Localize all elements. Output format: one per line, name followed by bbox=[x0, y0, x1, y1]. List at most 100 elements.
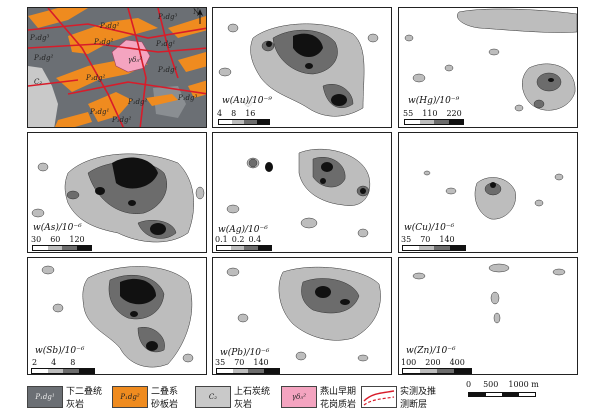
legend-label: 二叠系 砂板岩 bbox=[151, 386, 178, 412]
scale-ticks: 30 60 120 bbox=[31, 235, 94, 244]
tick-label: 0.4 bbox=[248, 235, 262, 244]
geology-map-panel: N P₁dg³ P₁dg² P₁dg³ P₁dg² P₁dg¹ P₁dg² γδ… bbox=[27, 7, 207, 128]
legend-code: C₂ bbox=[208, 393, 218, 401]
zn-contour-map bbox=[412, 263, 566, 324]
panel-title: w(Pb)/10⁻⁶ bbox=[219, 348, 271, 358]
legend-line: 砂板岩 bbox=[151, 400, 179, 410]
scale-ticks: 100 200 400 bbox=[401, 358, 474, 367]
legend-label: 实测及推 测断层 bbox=[400, 386, 436, 412]
panel-title: w(Hg)/10⁻⁹ bbox=[407, 96, 461, 106]
pb-anomaly-panel: w(Pb)/10⁻⁶ 35 70 140 bbox=[212, 257, 392, 375]
color-scale bbox=[404, 119, 464, 125]
panel-title: w(Cu)/10⁻⁶ bbox=[403, 223, 456, 233]
fault-lines bbox=[28, 8, 206, 127]
tick-label: 70 bbox=[420, 235, 431, 244]
panel-title: w(Zn)/10⁻⁶ bbox=[405, 346, 457, 356]
color-scale bbox=[31, 368, 95, 374]
sb-anomaly-panel: w(Sb)/10⁻⁶ 2 4 8 bbox=[27, 257, 207, 375]
scale-label: 0 bbox=[466, 380, 472, 389]
cu-anomaly-panel: w(Cu)/10⁻⁶ 35 70 140 bbox=[398, 132, 578, 253]
tick-label: 30 bbox=[31, 235, 42, 244]
geo-label: C₂ bbox=[34, 78, 43, 86]
geo-label: P₁dg³ bbox=[178, 94, 198, 102]
sb-contour-map bbox=[41, 265, 194, 368]
legend-swatch-fault bbox=[361, 386, 397, 408]
geo-label: P₁dg² bbox=[100, 22, 120, 30]
color-scale bbox=[402, 245, 466, 251]
scale-ticks: 35 70 140 bbox=[215, 358, 278, 367]
legend-line: 燕山早期 bbox=[320, 387, 357, 397]
as-anomaly-panel: w(As)/10⁻⁶ 30 60 120 bbox=[27, 132, 207, 253]
tick-label: 35 bbox=[215, 358, 226, 367]
tick-label: 16 bbox=[245, 109, 256, 118]
scale-ticks: 4 8 16 bbox=[217, 109, 264, 118]
tick-label: 110 bbox=[422, 109, 438, 118]
tick-label: 0.2 bbox=[231, 235, 245, 244]
geo-label: P₁dg³ bbox=[158, 13, 178, 21]
au-anomaly-panel: w(Au)/10⁻⁹ 4 8 16 bbox=[212, 7, 392, 128]
legend-line: 灰岩 bbox=[234, 400, 253, 410]
geo-label: P₁dg³ bbox=[30, 34, 50, 42]
scale-ticks: 55 110 220 bbox=[403, 109, 471, 118]
geology-map bbox=[28, 8, 206, 127]
legend-line: 测断层 bbox=[400, 400, 428, 410]
legend-swatch-granite: γδ₅² bbox=[281, 386, 317, 408]
color-scale bbox=[402, 368, 472, 374]
pb-contour-map bbox=[226, 266, 381, 362]
legend-line: 二叠系 bbox=[151, 387, 179, 397]
tick-label: 35 bbox=[401, 235, 412, 244]
legend-code: P₁dg² bbox=[120, 393, 140, 401]
panel-title: w(Ag)/10⁻⁶ bbox=[217, 225, 269, 235]
granite-intrusion bbox=[111, 39, 151, 73]
north-label: N bbox=[193, 8, 200, 16]
scale-label: 500 bbox=[483, 380, 499, 389]
color-scale bbox=[216, 245, 272, 251]
color-scale bbox=[32, 245, 92, 251]
zn-anomaly-panel: w(Zn)/10⁻⁶ 100 200 400 bbox=[398, 257, 578, 375]
geo-label: P₁dg² bbox=[112, 116, 132, 124]
geo-label: γδ₅² bbox=[128, 56, 143, 64]
au-contour-map bbox=[218, 23, 379, 117]
legend-swatch-p1-limestone: P₁dg¹ bbox=[27, 386, 63, 408]
geo-label: P₁dg² bbox=[86, 74, 106, 82]
ag-contour-map bbox=[226, 148, 371, 238]
geo-label: P₁dg² bbox=[128, 98, 148, 106]
scale-label: 1000 m bbox=[508, 380, 539, 389]
legend-label: 下二叠统 灰岩 bbox=[66, 386, 102, 412]
panel-title: w(Sb)/10⁻⁶ bbox=[34, 346, 86, 356]
geo-label: P₁dg² bbox=[94, 38, 114, 46]
tick-label: 140 bbox=[439, 235, 455, 244]
legend-code: γδ₅² bbox=[291, 393, 306, 401]
geo-label: P₁dg¹ bbox=[90, 108, 110, 116]
scale-bar-labels: 0 500 1000 m bbox=[466, 380, 548, 389]
tick-label: 200 bbox=[425, 358, 441, 367]
hg-contour-map bbox=[404, 8, 577, 112]
as-contour-map bbox=[31, 153, 205, 243]
legend-swatch-sandstone: P₁dg² bbox=[112, 386, 148, 408]
tick-label: 120 bbox=[69, 235, 85, 244]
legend-line: 上石炭统 bbox=[234, 387, 271, 397]
panel-title: w(Au)/10⁻⁹ bbox=[221, 96, 273, 106]
legend-line: 下二叠统 bbox=[66, 387, 103, 397]
geo-label: P₁dg² bbox=[34, 54, 54, 62]
color-scale bbox=[216, 368, 280, 374]
legend-line: 花岗质岩 bbox=[320, 400, 357, 410]
legend-swatch-c2-limestone: C₂ bbox=[195, 386, 231, 408]
ag-anomaly-panel: w(Ag)/10⁻⁶ 0.1 0.2 0.4 bbox=[212, 132, 392, 253]
sandstone-band-1 bbox=[28, 8, 88, 28]
panel-title: w(As)/10⁻⁶ bbox=[32, 223, 83, 233]
geo-label: P₁dg¹ bbox=[158, 66, 178, 74]
tick-label: 4 bbox=[51, 358, 57, 367]
tick-label: 0.1 bbox=[215, 235, 228, 244]
tick-label: 140 bbox=[253, 358, 269, 367]
legend-line: 灰岩 bbox=[66, 400, 85, 410]
hg-anomaly-panel: w(Hg)/10⁻⁹ 55 110 220 bbox=[398, 7, 578, 128]
scale-bar bbox=[468, 392, 536, 397]
carboniferous-limestone-area bbox=[28, 66, 58, 127]
scale-ticks: 0.1 0.2 0.4 bbox=[215, 235, 270, 244]
legend-code: P₁dg¹ bbox=[35, 393, 55, 401]
tick-label: 55 bbox=[403, 109, 414, 118]
north-arrow-icon bbox=[197, 9, 203, 24]
tick-label: 400 bbox=[449, 358, 465, 367]
tick-label: 220 bbox=[446, 109, 462, 118]
